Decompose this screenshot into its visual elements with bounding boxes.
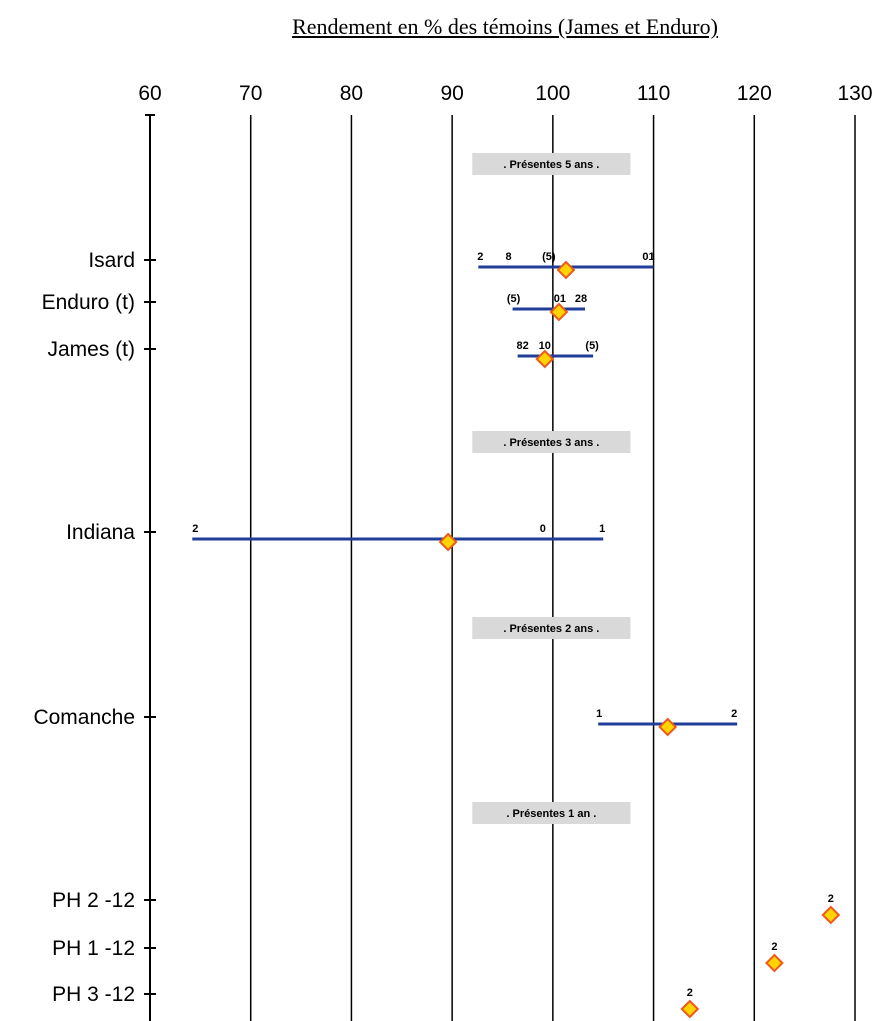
- value-label-ph-2-12-0: 2: [828, 893, 834, 905]
- value-label-james-t-1: 10: [539, 340, 551, 352]
- gridlines: [149, 115, 856, 1021]
- value-label-james-t-0: 82: [517, 340, 529, 352]
- x-axis-ticks: 60 70 80 90 100 110 120 130: [138, 82, 872, 105]
- x-tick-label-60: 60: [138, 82, 161, 105]
- group-label-3: . Présentes 1 an .: [506, 808, 596, 820]
- group-box-2: [472, 617, 631, 639]
- value-label-comanche-1: 2: [731, 708, 737, 720]
- group-label-0: . Présentes 5 ans .: [503, 159, 599, 171]
- value-label-ph-1-12-0: 2: [771, 941, 777, 953]
- value-label-comanche-0: 1: [596, 708, 602, 720]
- value-label-indiana-1: 0: [540, 523, 546, 535]
- row-label-enduro-t: Enduro (t): [42, 291, 135, 314]
- row-label-indiana: Indiana: [66, 521, 135, 544]
- row-label-ph-1-12: PH 1 -12: [52, 937, 135, 960]
- row-label-ph-3-12: PH 3 -12: [52, 983, 135, 1006]
- row-label-ph-2-12: PH 2 -12: [52, 889, 135, 912]
- value-label-indiana-2: 1: [599, 523, 605, 535]
- group-label-1: . Présentes 3 ans .: [503, 437, 599, 449]
- value-label-enduro-t-0: (5): [507, 293, 521, 305]
- value-label-isard-2: (5): [542, 251, 556, 263]
- mean-marker-indiana: [438, 532, 458, 552]
- group-box-3: [472, 802, 631, 824]
- x-tick-label-70: 70: [239, 82, 262, 105]
- group-box-0: [472, 153, 631, 175]
- x-tick-label-80: 80: [340, 82, 363, 105]
- group-box-1: [472, 431, 631, 453]
- value-label-enduro-t-2: 28: [575, 293, 587, 305]
- group-label-2: . Présentes 2 ans .: [503, 623, 599, 635]
- row-label-comanche: Comanche: [33, 706, 135, 729]
- chart-title: Rendement en % des témoins (James et End…: [292, 14, 718, 39]
- value-label-isard-1: 8: [505, 251, 511, 263]
- value-label-isard-0: 2: [477, 251, 483, 263]
- mean-marker-comanche: [658, 717, 678, 737]
- mean-marker-isard: [556, 260, 576, 280]
- x-tick-label-110: 110: [637, 82, 670, 105]
- value-label-ph-3-12-0: 2: [687, 987, 693, 999]
- mean-marker-ph-1-12: [765, 953, 784, 973]
- x-tick-label-100: 100: [535, 82, 570, 105]
- value-label-indiana-0: 2: [192, 523, 198, 535]
- row-label-isard: Isard: [88, 249, 135, 272]
- value-label-isard-3: 01: [642, 251, 654, 263]
- x-tick-label-130: 130: [837, 82, 872, 105]
- mean-marker-james-t: [535, 349, 555, 369]
- group-labels: . Présentes 5 ans . . Présentes 3 ans . . …: [472, 153, 631, 824]
- mean-marker-ph-3-12: [680, 999, 700, 1019]
- x-tick-label-120: 120: [737, 82, 772, 105]
- value-label-james-t-2: (5): [585, 340, 599, 352]
- y-axis: [145, 114, 155, 1021]
- x-tick-label-90: 90: [440, 82, 463, 105]
- mean-marker-enduro-t: [549, 302, 569, 322]
- row-label-james-t: James (t): [47, 338, 135, 361]
- mean-marker-ph-2-12: [821, 905, 841, 925]
- value-label-enduro-t-1: 01: [554, 293, 566, 305]
